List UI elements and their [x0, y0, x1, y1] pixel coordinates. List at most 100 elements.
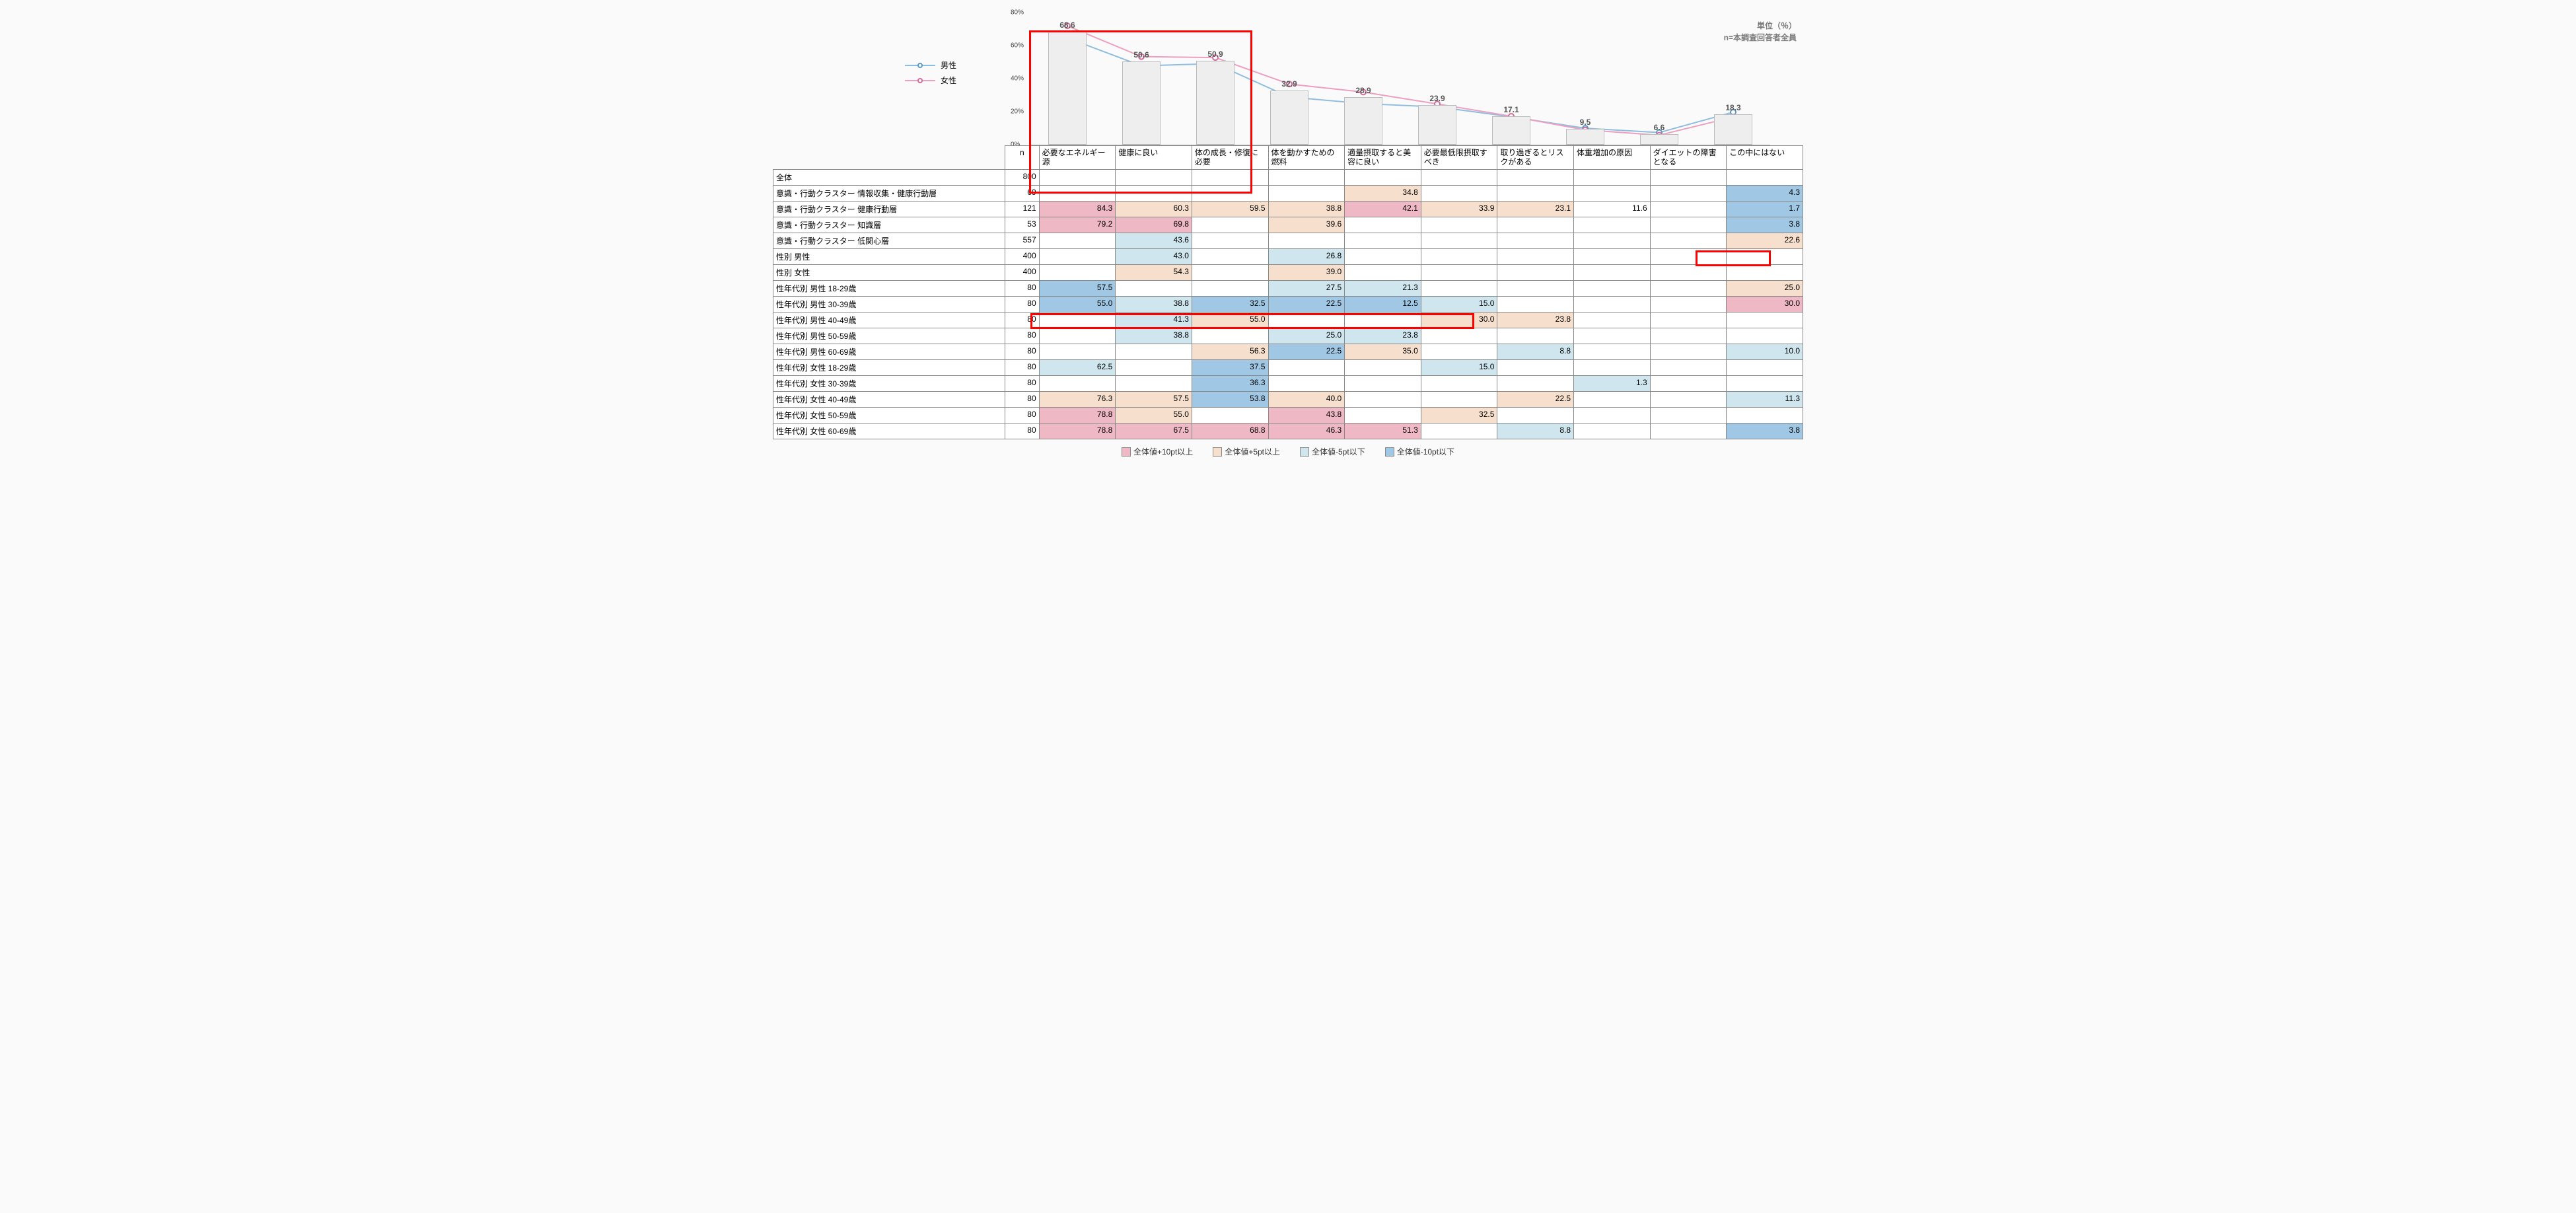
- fill-swatch: [1122, 447, 1131, 457]
- data-cell: 15.0: [1421, 297, 1497, 312]
- data-cell: 43.8: [1268, 408, 1345, 423]
- data-cell: 23.1: [1497, 202, 1574, 217]
- data-cell: [1650, 312, 1727, 328]
- row-label: 意識・行動クラスター 健康行動層: [773, 202, 1005, 217]
- data-cell: [1497, 360, 1574, 376]
- data-cell: 22.5: [1497, 392, 1574, 408]
- figure-root: 単位（％） n=本調査回答者全員 男性 女性 0%20%40%60%80%68.…: [773, 13, 1803, 457]
- n-cell: 400: [1005, 249, 1040, 265]
- bar-value-label: 9.5: [1567, 118, 1604, 127]
- fill-legend: 全体値+10pt以上全体値+5pt以上全体値-5pt以下全体値-10pt以下: [773, 446, 1803, 457]
- row-label: 性年代別 女性 60-69歳: [773, 423, 1005, 439]
- data-cell: 43.0: [1116, 249, 1192, 265]
- table-container: n必要なエネルギー源健康に良い体の成長・修復に必要体を動かすための燃料適量摂取す…: [773, 145, 1803, 439]
- data-cell: [1039, 170, 1116, 186]
- table-row: 意識・行動クラスター 健康行動層12184.360.359.538.842.13…: [773, 202, 1803, 217]
- data-cell: 54.3: [1116, 265, 1192, 281]
- data-cell: [1574, 297, 1651, 312]
- data-cell: [1650, 328, 1727, 344]
- column-header: この中にはない: [1727, 146, 1803, 170]
- data-cell: [1039, 376, 1116, 392]
- row-label: 性年代別 男性 50-59歳: [773, 328, 1005, 344]
- data-cell: [1497, 328, 1574, 344]
- data-cell: 41.3: [1116, 312, 1192, 328]
- data-cell: [1574, 186, 1651, 202]
- row-label: 性年代別 男性 60-69歳: [773, 344, 1005, 360]
- data-cell: [1497, 265, 1574, 281]
- line-legend: 男性 女性: [905, 59, 956, 90]
- legend-male: 男性: [905, 59, 956, 71]
- n-cell: 80: [1005, 328, 1040, 344]
- data-cell: [1497, 376, 1574, 392]
- table-row: 性年代別 男性 60-69歳8056.322.535.08.810.0: [773, 344, 1803, 360]
- data-cell: [1574, 249, 1651, 265]
- data-cell: [1421, 376, 1497, 392]
- data-cell: [1039, 265, 1116, 281]
- data-cell: [1497, 281, 1574, 297]
- data-cell: 1.7: [1727, 202, 1803, 217]
- data-cell: [1727, 376, 1803, 392]
- n-cell: 53: [1005, 217, 1040, 233]
- data-cell: [1727, 249, 1803, 265]
- data-cell: 15.0: [1421, 360, 1497, 376]
- bar: 23.9: [1418, 105, 1456, 145]
- data-cell: 32.5: [1421, 408, 1497, 423]
- data-cell: [1268, 233, 1345, 249]
- row-label: 性年代別 男性 30-39歳: [773, 297, 1005, 312]
- data-cell: 32.5: [1192, 297, 1268, 312]
- data-cell: [1650, 170, 1727, 186]
- legend-female: 女性: [905, 75, 956, 86]
- data-cell: [1574, 281, 1651, 297]
- data-cell: 11.3: [1727, 392, 1803, 408]
- data-cell: [1650, 202, 1727, 217]
- data-cell: 56.3: [1192, 344, 1268, 360]
- data-cell: 55.0: [1116, 408, 1192, 423]
- data-cell: 21.3: [1345, 281, 1421, 297]
- n-cell: 80: [1005, 281, 1040, 297]
- data-cell: [1192, 170, 1268, 186]
- data-cell: [1268, 186, 1345, 202]
- table-row: 性別 男性40043.026.8: [773, 249, 1803, 265]
- data-cell: [1116, 376, 1192, 392]
- data-cell: 78.8: [1039, 408, 1116, 423]
- data-cell: [1650, 249, 1727, 265]
- fill-label: 全体値-10pt以下: [1397, 446, 1454, 457]
- row-label: 性年代別 男性 40-49歳: [773, 312, 1005, 328]
- bar-value-label: 32.9: [1271, 79, 1308, 89]
- data-cell: 1.3: [1574, 376, 1651, 392]
- data-cell: [1497, 186, 1574, 202]
- data-cell: 69.8: [1116, 217, 1192, 233]
- data-cell: 35.0: [1345, 344, 1421, 360]
- bar: 9.5: [1566, 129, 1604, 145]
- data-cell: 22.5: [1268, 344, 1345, 360]
- data-cell: [1497, 233, 1574, 249]
- data-cell: [1116, 360, 1192, 376]
- data-cell: 10.0: [1727, 344, 1803, 360]
- data-cell: [1268, 376, 1345, 392]
- data-cell: 40.0: [1268, 392, 1345, 408]
- fill-legend-item: 全体値-5pt以下: [1300, 446, 1365, 457]
- fill-swatch: [1300, 447, 1309, 457]
- y-tick: 80%: [1011, 9, 1024, 17]
- data-cell: 34.8: [1345, 186, 1421, 202]
- n-cell: 69: [1005, 186, 1040, 202]
- data-cell: [1345, 217, 1421, 233]
- data-cell: [1727, 312, 1803, 328]
- data-cell: 39.0: [1268, 265, 1345, 281]
- data-cell: 68.8: [1192, 423, 1268, 439]
- data-cell: 39.6: [1268, 217, 1345, 233]
- data-cell: 27.5: [1268, 281, 1345, 297]
- data-cell: [1497, 217, 1574, 233]
- n-header: n: [1005, 146, 1040, 170]
- data-cell: [1192, 217, 1268, 233]
- table-row: 性年代別 女性 30-39歳8036.31.3: [773, 376, 1803, 392]
- fill-legend-item: 全体値-10pt以下: [1385, 446, 1454, 457]
- n-cell: 80: [1005, 392, 1040, 408]
- data-cell: [1574, 312, 1651, 328]
- data-cell: [1650, 233, 1727, 249]
- data-table: n必要なエネルギー源健康に良い体の成長・修復に必要体を動かすための燃料適量摂取す…: [773, 145, 1803, 439]
- data-cell: [1574, 423, 1651, 439]
- data-cell: 26.8: [1268, 249, 1345, 265]
- data-cell: 4.3: [1727, 186, 1803, 202]
- bar-value-label: 17.1: [1493, 105, 1530, 114]
